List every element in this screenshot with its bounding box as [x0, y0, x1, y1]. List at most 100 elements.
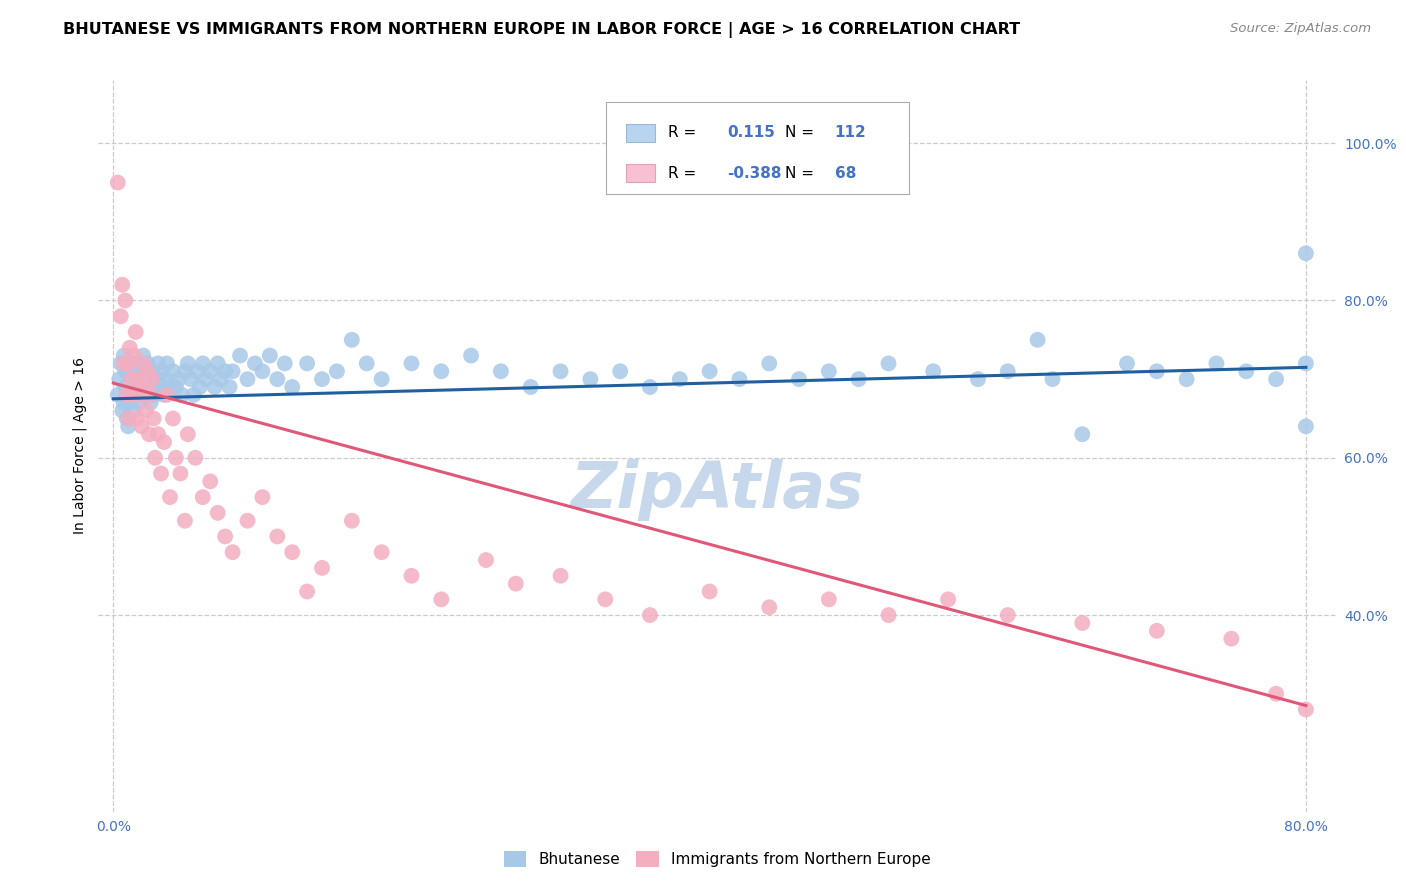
Point	[188, 380, 211, 394]
Point	[125, 325, 148, 339]
Point	[997, 608, 1019, 623]
Text: N =: N =	[785, 166, 814, 181]
Text: BHUTANESE VS IMMIGRANTS FROM NORTHERN EUROPE IN LABOR FORCE | AGE > 16 CORRELATI: BHUTANESE VS IMMIGRANTS FROM NORTHERN EU…	[63, 22, 1021, 38]
Point	[519, 380, 541, 394]
Point	[274, 356, 297, 370]
Y-axis label: In Labor Force | Age > 16: In Labor Force | Age > 16	[73, 358, 87, 534]
Point	[204, 380, 226, 394]
Point	[115, 411, 138, 425]
Text: R =: R =	[668, 166, 696, 181]
Point	[191, 490, 214, 504]
Point	[117, 356, 139, 370]
Point	[1071, 427, 1094, 442]
Point	[128, 364, 150, 378]
Point	[125, 372, 148, 386]
Point	[110, 310, 132, 324]
Point	[295, 584, 318, 599]
Point	[135, 388, 157, 402]
Point	[162, 364, 184, 378]
Point	[115, 388, 138, 402]
Point	[128, 396, 150, 410]
Text: N =: N =	[785, 125, 814, 140]
Point	[370, 372, 392, 386]
Point	[699, 364, 721, 378]
Point	[122, 403, 145, 417]
Point	[1220, 632, 1243, 646]
Point	[877, 356, 900, 370]
Point	[142, 380, 165, 394]
Point	[114, 364, 136, 378]
Point	[143, 388, 166, 402]
Point	[229, 349, 252, 363]
Point	[326, 364, 349, 378]
Point	[194, 372, 217, 386]
Point	[311, 561, 333, 575]
Point	[1265, 372, 1288, 386]
Point	[758, 600, 780, 615]
Point	[236, 372, 259, 386]
Point	[155, 372, 177, 386]
Point	[173, 514, 195, 528]
Point	[214, 529, 236, 543]
Point	[120, 356, 142, 370]
Point	[848, 372, 870, 386]
Point	[997, 364, 1019, 378]
Point	[177, 427, 200, 442]
Point	[1234, 364, 1257, 378]
Point	[159, 380, 181, 394]
Point	[638, 608, 661, 623]
Text: 0.115: 0.115	[727, 125, 775, 140]
Point	[117, 364, 139, 378]
Point	[138, 380, 160, 394]
Point	[120, 372, 142, 386]
Point	[122, 364, 145, 378]
Point	[209, 372, 232, 386]
Point	[311, 372, 333, 386]
Point	[266, 372, 288, 386]
Point	[218, 380, 240, 394]
Point	[132, 349, 155, 363]
Point	[156, 356, 179, 370]
Point	[401, 568, 423, 582]
FancyBboxPatch shape	[626, 164, 655, 182]
Point	[340, 514, 363, 528]
Point	[340, 333, 363, 347]
Point	[122, 349, 145, 363]
Point	[505, 576, 527, 591]
Point	[170, 388, 193, 402]
Point	[1042, 372, 1064, 386]
Point	[131, 419, 153, 434]
Point	[1295, 356, 1317, 370]
Point	[167, 372, 190, 386]
Point	[550, 364, 572, 378]
Point	[207, 506, 229, 520]
Point	[156, 388, 179, 402]
Point	[107, 388, 129, 402]
Point	[579, 372, 602, 386]
Point	[370, 545, 392, 559]
Point	[115, 388, 138, 402]
Point	[1295, 419, 1317, 434]
Point	[135, 403, 157, 417]
Point	[112, 349, 135, 363]
Point	[550, 568, 572, 582]
Point	[221, 545, 243, 559]
Point	[184, 450, 207, 465]
Point	[200, 364, 222, 378]
Point	[593, 592, 616, 607]
Point	[758, 356, 780, 370]
Point	[110, 356, 132, 370]
Point	[609, 364, 631, 378]
Point	[132, 356, 155, 370]
Point	[117, 396, 139, 410]
Point	[139, 388, 162, 402]
FancyBboxPatch shape	[606, 103, 908, 194]
Point	[1265, 687, 1288, 701]
Point	[127, 411, 149, 425]
Point	[1146, 364, 1168, 378]
Point	[165, 450, 187, 465]
Point	[877, 608, 900, 623]
Point	[117, 419, 139, 434]
Point	[165, 380, 187, 394]
Point	[112, 396, 135, 410]
